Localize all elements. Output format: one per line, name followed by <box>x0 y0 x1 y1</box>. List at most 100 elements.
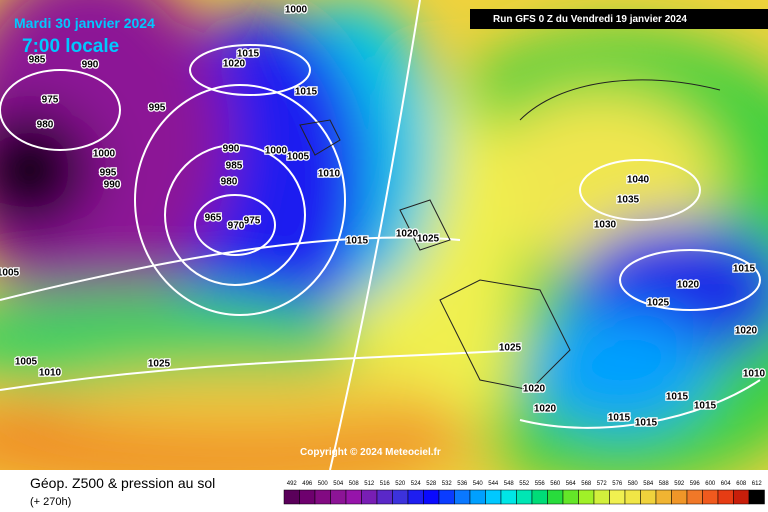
scale-swatch <box>392 489 409 505</box>
scale-label: 584 <box>643 481 654 487</box>
scale-swatch <box>330 489 347 505</box>
scale-label: 492 <box>287 481 298 487</box>
isobar-label: 970 <box>228 221 245 232</box>
isobar-label: 1000 <box>265 146 288 157</box>
isobar-label: 1010 <box>318 169 341 180</box>
isobar-label: 1015 <box>635 418 658 429</box>
scale-label: 580 <box>628 481 639 487</box>
scale-swatch <box>438 489 455 505</box>
date: Mardi 30 janvier 2024 <box>14 15 155 31</box>
isobar-label: 990 <box>223 144 240 155</box>
scale-label: 568 <box>581 481 592 487</box>
isobar-label: 1010 <box>39 368 62 379</box>
scale-label: 588 <box>659 481 670 487</box>
scale-swatch <box>671 489 688 505</box>
isobar-label: 980 <box>221 177 238 188</box>
isobar-label: 965 <box>205 213 222 224</box>
legend-title: Géop. Z500 & pression au sol <box>30 475 215 491</box>
isobar-label: 1030 <box>594 220 617 231</box>
scale-label: 564 <box>566 481 577 487</box>
scale-label: 604 <box>721 481 732 487</box>
scale-label: 612 <box>752 481 763 487</box>
isobar-label: 1010 <box>743 369 766 380</box>
isobar-label: 995 <box>149 103 166 114</box>
scale-swatch <box>547 489 564 505</box>
scale-label: 560 <box>550 481 561 487</box>
copyright: Copyright © 2024 Meteociel.fr <box>300 447 441 458</box>
scale-swatch <box>562 489 579 505</box>
field <box>0 0 768 490</box>
scale-swatch <box>640 489 657 505</box>
isobar-label: 1025 <box>148 359 171 370</box>
scale-label: 516 <box>380 481 391 487</box>
scale-label: 500 <box>318 481 329 487</box>
legend-subtitle: (+ 270h) <box>30 496 71 508</box>
scale-swatch <box>593 489 610 505</box>
scale-swatch <box>485 489 502 505</box>
isobar-label: 1040 <box>627 175 650 186</box>
scale-label: 528 <box>426 481 437 487</box>
run-bar <box>470 9 768 29</box>
scale-swatch <box>314 489 331 505</box>
scale-label: 540 <box>473 481 484 487</box>
scale-swatch <box>516 489 533 505</box>
scale-label: 504 <box>333 481 344 487</box>
scale-label: 556 <box>535 481 546 487</box>
isobar-label: 1020 <box>396 229 419 240</box>
isobar-label: 990 <box>82 60 99 71</box>
isobar-label: 1015 <box>237 49 260 60</box>
isobar-label: 1000 <box>93 149 116 160</box>
isobar-label: 1000 <box>285 5 308 16</box>
scale-swatch <box>531 489 548 505</box>
scale-swatch <box>686 489 703 505</box>
isobar-label: 990 <box>104 180 121 191</box>
scale-label: 544 <box>488 481 499 487</box>
isobar-label: 1005 <box>15 357 38 368</box>
isobar-label: 1015 <box>608 413 631 424</box>
scale-swatch <box>748 489 765 505</box>
scale-swatch <box>283 489 300 505</box>
isobar-label: 995 <box>100 168 117 179</box>
isobar-label: 1020 <box>223 59 246 70</box>
isobar-label: 980 <box>37 120 54 131</box>
scale-swatch <box>609 489 626 505</box>
scale-label: 576 <box>612 481 623 487</box>
isobar-label: 1025 <box>647 298 670 309</box>
scale-label: 508 <box>349 481 360 487</box>
isobar-label: 1020 <box>534 404 557 415</box>
scale-swatch <box>299 489 316 505</box>
scale-swatch <box>361 489 378 505</box>
isobar-label: 1020 <box>523 384 546 395</box>
scale-label: 496 <box>302 481 313 487</box>
isobar-label: 1005 <box>0 268 20 279</box>
scale-swatch <box>733 489 750 505</box>
isobar-label: 1025 <box>499 343 522 354</box>
scale-swatch <box>717 489 734 505</box>
color-scale: 492 496 500 504 508 512 516 520 524 528 532 536 540 5… <box>283 481 765 505</box>
scale-swatch <box>500 489 517 505</box>
isobar-label: 1015 <box>733 264 756 275</box>
scale-swatch <box>423 489 440 505</box>
run-info: Run GFS 0 Z du Vendredi 19 janvier 2024 <box>493 14 687 25</box>
isobar-label: 1015 <box>694 401 717 412</box>
isobar-label: 1015 <box>666 392 689 403</box>
isobar-label: 1025 <box>417 234 440 245</box>
isobar-label: 1005 <box>287 152 310 163</box>
scale-label: 524 <box>411 481 422 487</box>
scale-swatch <box>578 489 595 505</box>
scale-label: 512 <box>364 481 375 487</box>
scale-label: 600 <box>705 481 716 487</box>
isobar-label: 1020 <box>677 280 700 291</box>
scale-label: 596 <box>690 481 701 487</box>
isobar-label: 985 <box>226 161 243 172</box>
scale-swatch <box>454 489 471 505</box>
scale-swatch <box>376 489 393 505</box>
isobar-label: 975 <box>244 216 261 227</box>
scale-swatch <box>702 489 719 505</box>
isobar-label: 1020 <box>735 326 758 337</box>
scale-swatch <box>407 489 424 505</box>
scale-label: 536 <box>457 481 468 487</box>
scale-swatch <box>345 489 362 505</box>
